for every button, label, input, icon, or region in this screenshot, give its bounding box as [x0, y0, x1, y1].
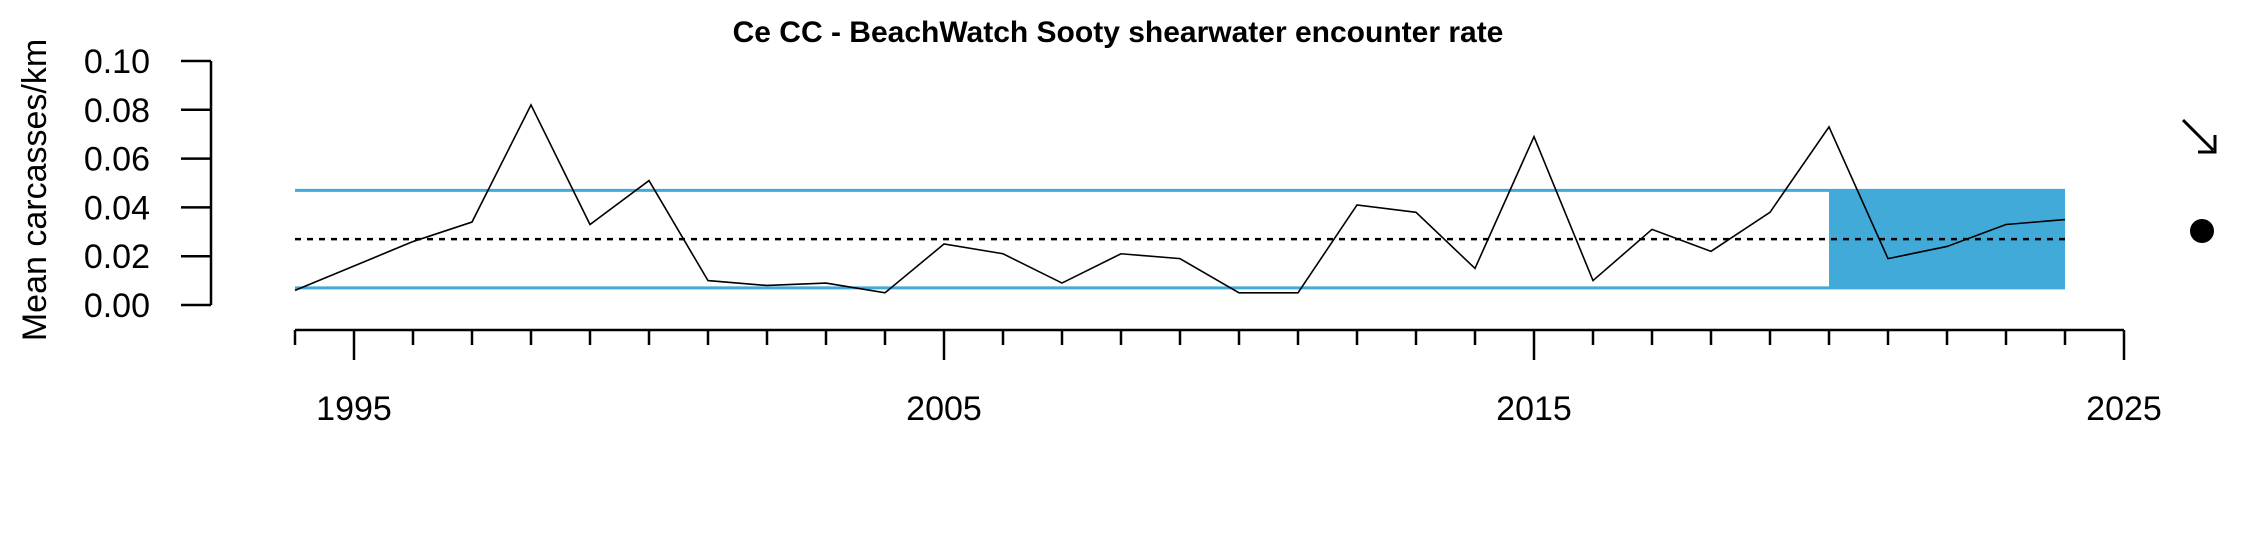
series-layer	[294, 103, 2066, 294]
chart-title: Ce CC - BeachWatch Sooty shearwater enco…	[733, 16, 1504, 49]
y-axis-label: Mean carcasses/km	[16, 39, 54, 341]
y-tick-label: 0.00	[84, 287, 150, 325]
trend-arrow-icon	[2181, 118, 2217, 154]
y-tick-label: 0.02	[84, 238, 150, 276]
y-tick-label: 0.10	[84, 43, 150, 81]
x-tick-label: 2005	[906, 390, 982, 428]
status-dot-icon	[2190, 219, 2214, 243]
reference-lines	[295, 188, 2065, 290]
x-axis: 1995 2005 2015 2025	[293, 328, 2162, 428]
series-line	[294, 103, 2066, 294]
x-tick-label: 1995	[316, 390, 392, 428]
y-axis: 0.00 0.02 0.04 0.06 0.08 0.10	[84, 43, 213, 325]
y-tick-label: 0.04	[84, 189, 150, 227]
y-tick-label: 0.08	[84, 92, 150, 130]
y-tick-label: 0.06	[84, 141, 150, 179]
x-tick-label: 2025	[2086, 390, 2162, 428]
x-tick-label: 2015	[1496, 390, 1572, 428]
